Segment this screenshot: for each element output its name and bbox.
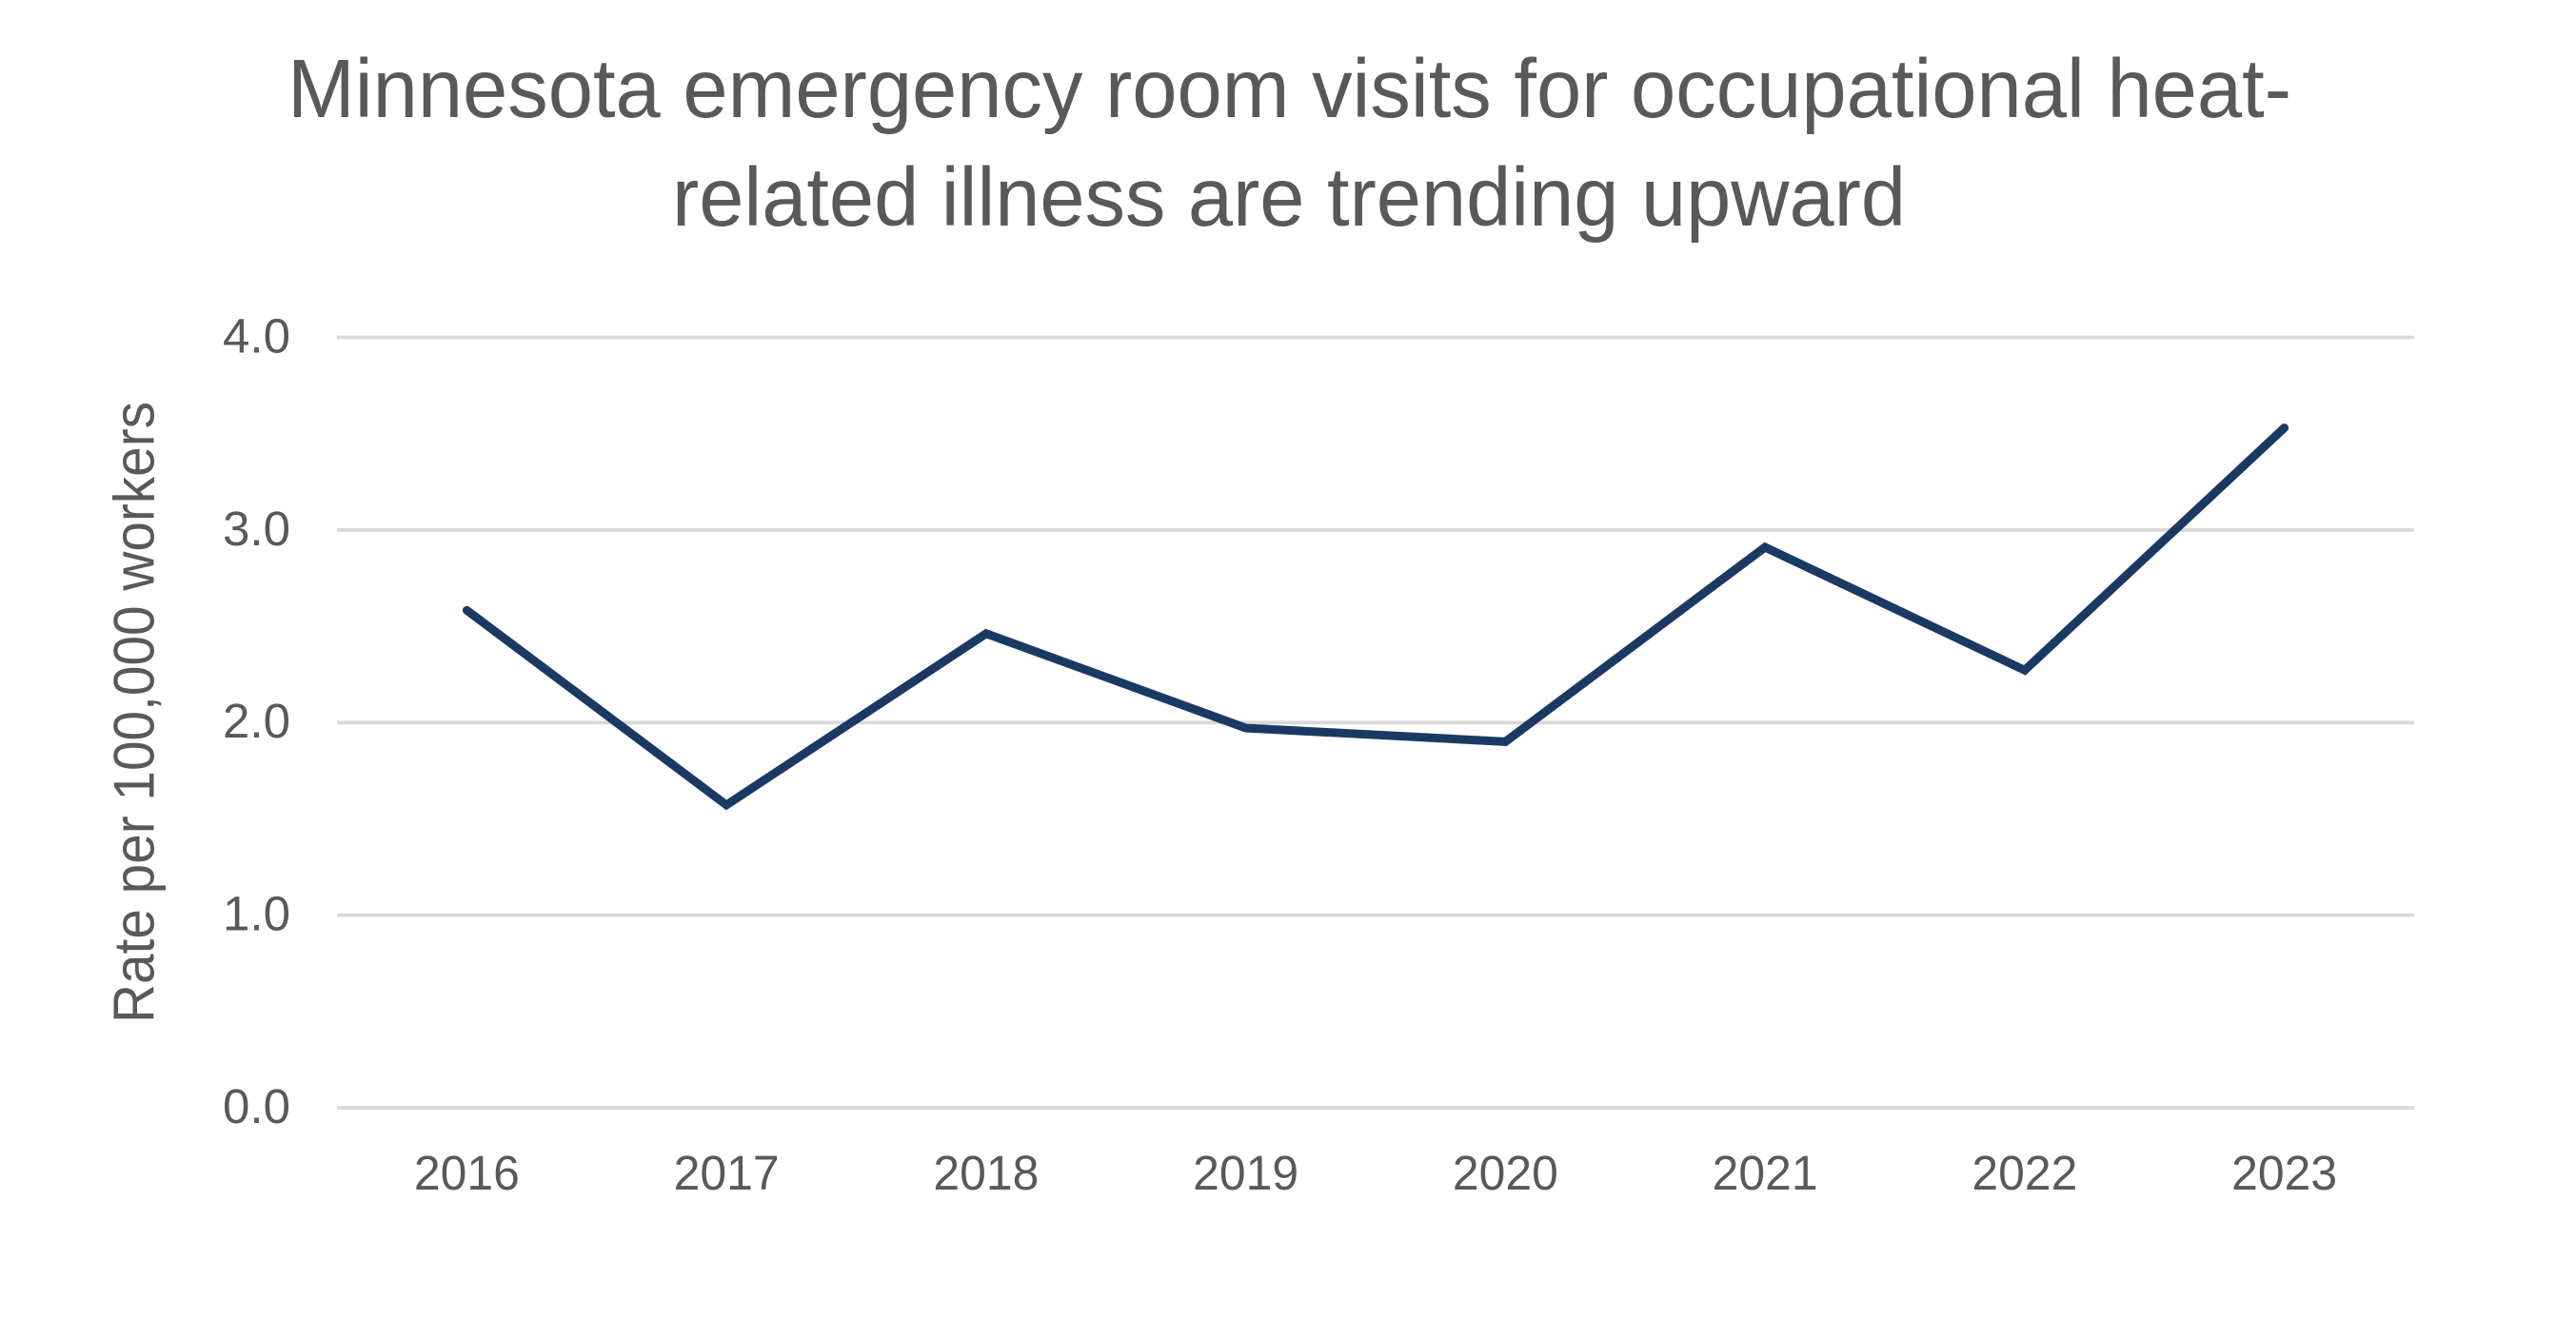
svg-text:2019: 2019 xyxy=(1193,1146,1298,1200)
svg-text:0.0: 0.0 xyxy=(223,1079,290,1133)
svg-text:related illness are trending u: related illness are trending upward xyxy=(672,151,1906,244)
svg-text:4.0: 4.0 xyxy=(223,308,290,363)
svg-text:2020: 2020 xyxy=(1453,1146,1558,1200)
svg-text:2016: 2016 xyxy=(414,1146,520,1200)
svg-text:1.0: 1.0 xyxy=(223,887,290,941)
svg-text:3.0: 3.0 xyxy=(223,502,290,556)
svg-text:2021: 2021 xyxy=(1713,1146,1818,1200)
svg-text:2017: 2017 xyxy=(674,1146,780,1200)
svg-text:2.0: 2.0 xyxy=(223,694,290,748)
svg-text:Minnesota emergency room visit: Minnesota emergency room visits for occu… xyxy=(287,43,2291,135)
svg-text:2018: 2018 xyxy=(933,1146,1039,1200)
svg-text:2022: 2022 xyxy=(1972,1146,2077,1200)
svg-text:2023: 2023 xyxy=(2231,1146,2337,1200)
svg-text:Rate per 100,000 workers: Rate per 100,000 workers xyxy=(103,402,167,1023)
